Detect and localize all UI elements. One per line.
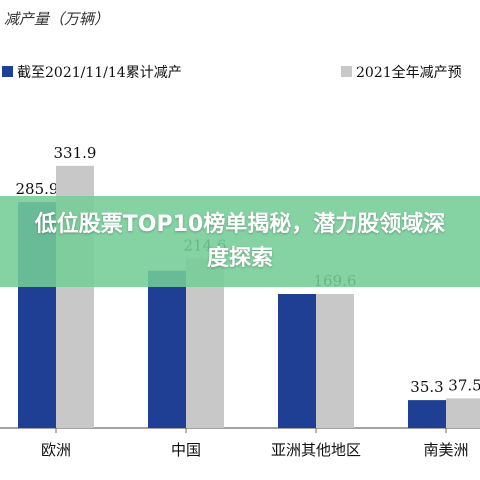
headline-text: 低位股票TOP10榜单揭秘，潜力股领域深度探索 [34, 211, 446, 271]
legend: 截至2021/11/14累计减产 2021全年减产预 [2, 64, 462, 81]
x-tick-label: 亚洲其他地区 [271, 441, 361, 459]
bar-series-1-2 [148, 270, 186, 428]
bar-series-1-4 [408, 400, 446, 428]
bars-group: 285.9331.9欧洲214.6中国169.6亚洲其他地区35.337.5南美… [16, 144, 480, 459]
legend-label-series-1: 截至2021/11/14累计减产 [17, 65, 182, 81]
y-axis-title: 减产量（万辆） [4, 10, 109, 28]
value-label-series-2-4: 37.5 [448, 376, 480, 394]
x-tick-label: 南美洲 [423, 441, 468, 459]
bar-series-2-3 [316, 294, 354, 428]
bar-series-2-4 [446, 398, 480, 428]
legend-swatch-series-1 [2, 66, 13, 77]
value-label-series-2-1: 331.9 [54, 144, 97, 162]
x-tick-label: 欧洲 [41, 441, 71, 459]
x-tick-label: 中国 [171, 441, 201, 459]
legend-swatch-series-2 [341, 66, 352, 77]
bar-series-1-3 [278, 294, 316, 428]
value-label-series-1-4: 35.3 [410, 378, 443, 396]
headline-banner: 低位股票TOP10榜单揭秘，潜力股领域深度探索 [0, 196, 480, 287]
legend-label-series-2: 2021全年减产预 [356, 64, 462, 81]
value-label-series-1-1: 285.9 [16, 180, 59, 198]
